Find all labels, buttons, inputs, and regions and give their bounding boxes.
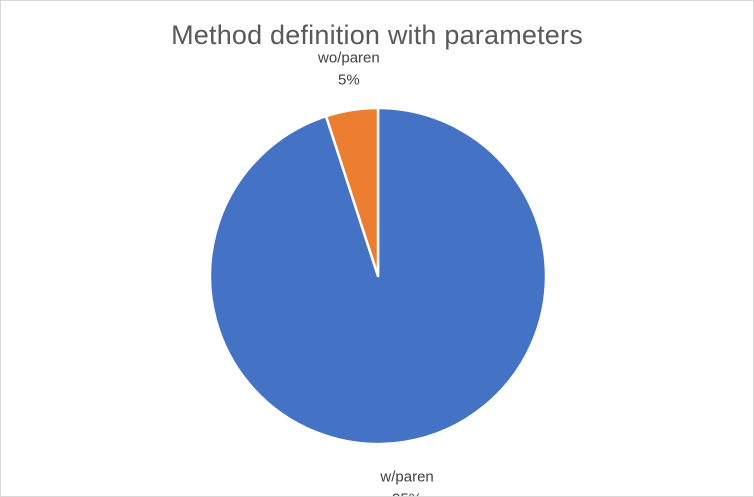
chart-title: Method definition with parameters (171, 20, 583, 50)
slice-label-category: w/paren (379, 469, 433, 486)
pie-slice-wo-paren (324, 106, 380, 278)
pie-slices (208, 106, 548, 446)
slice-label-category: wo/paren (317, 49, 380, 66)
pie-labels: w/paren 95% wo/paren 5% (317, 49, 434, 496)
slice-label-percent: 95% (392, 491, 422, 496)
slice-label-percent: 5% (338, 71, 360, 88)
